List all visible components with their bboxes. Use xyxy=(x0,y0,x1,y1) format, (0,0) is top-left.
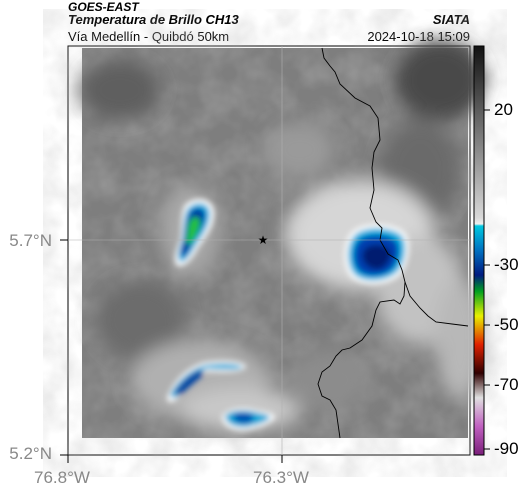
brightness-temperature-field xyxy=(80,40,485,438)
lat-tick-label: 5.2°N xyxy=(9,444,52,463)
lon-tick-label: 76.8°W xyxy=(34,468,90,487)
lon-tick-label: 76.3°W xyxy=(253,468,309,487)
product-title: Temperatura de Brillo CH13 xyxy=(68,12,239,27)
department-boundary xyxy=(317,47,469,439)
colorbar-tick-label: -90 xyxy=(494,439,519,458)
lat-tick-label: 5.7°N xyxy=(9,231,52,250)
convective-cell-west xyxy=(174,198,215,267)
colorbar xyxy=(473,45,490,456)
star-icon: ★ xyxy=(258,233,269,247)
convective-cell-south xyxy=(167,360,246,403)
colorbar-tick-label: -50 xyxy=(494,315,519,334)
axis-ticks xyxy=(60,239,283,463)
graticule xyxy=(68,46,470,455)
organization-label: SIATA xyxy=(432,12,470,27)
convective-cell-southeast xyxy=(222,408,276,431)
convective-cell-east xyxy=(344,224,409,285)
colorbar-tick-label: -70 xyxy=(494,375,519,394)
satellite-source-label: GOES-EAST xyxy=(68,0,139,14)
colorbar-tick-label: -30 xyxy=(494,255,519,274)
region-subtitle: Vía Medellín - Quibdó 50km xyxy=(68,29,230,44)
colorbar-tick-label: 20 xyxy=(494,100,513,119)
